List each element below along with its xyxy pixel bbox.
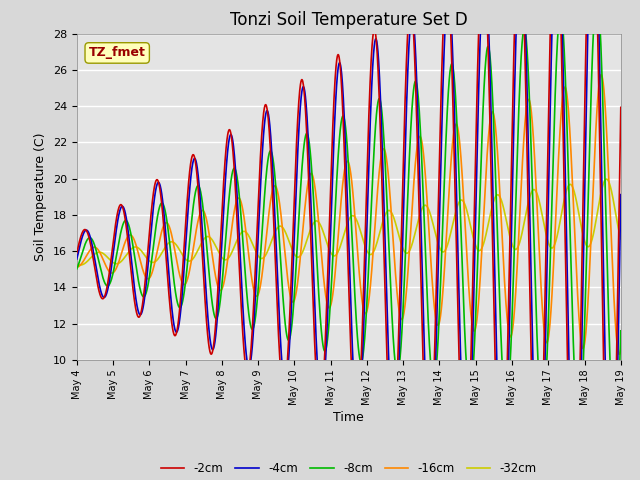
Legend: -2cm, -4cm, -8cm, -16cm, -32cm: -2cm, -4cm, -8cm, -16cm, -32cm [156, 457, 541, 480]
Text: TZ_fmet: TZ_fmet [89, 47, 146, 60]
X-axis label: Time: Time [333, 411, 364, 424]
Y-axis label: Soil Temperature (C): Soil Temperature (C) [35, 132, 47, 261]
Title: Tonzi Soil Temperature Set D: Tonzi Soil Temperature Set D [230, 11, 468, 29]
